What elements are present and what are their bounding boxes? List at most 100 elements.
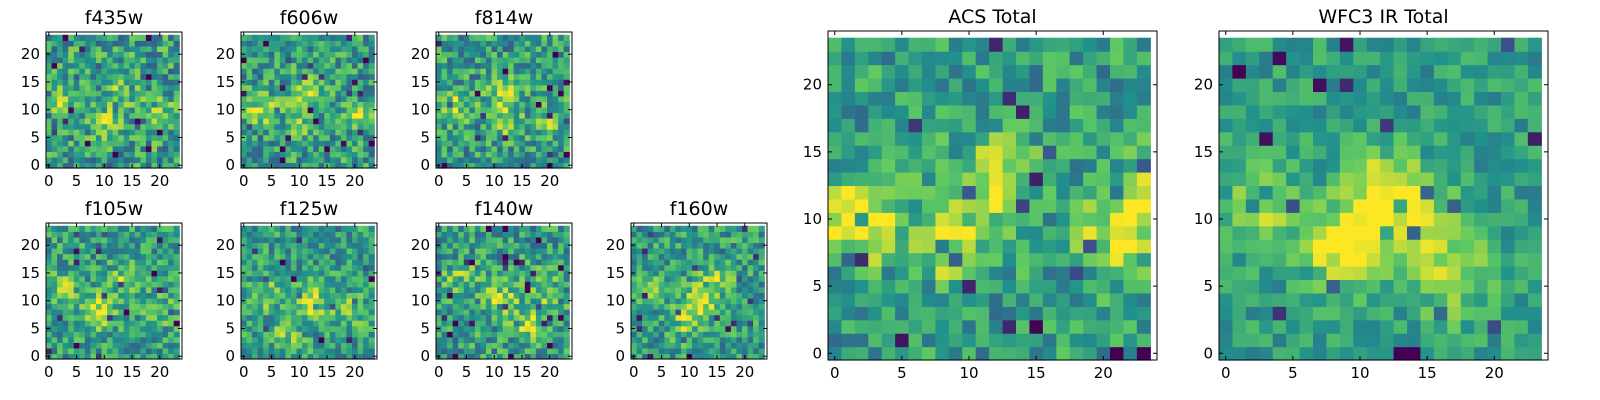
heatmap-cell [302, 275, 309, 282]
heatmap-cell [151, 231, 158, 238]
heatmap-cell [129, 320, 136, 327]
heatmap-cell [675, 309, 682, 316]
heatmap-cell [547, 156, 554, 164]
heatmap-cell [357, 106, 364, 114]
heatmap-cell [841, 306, 856, 321]
heatmap-cell [692, 347, 699, 355]
heatmap-cell [318, 303, 325, 310]
heatmap-cell [90, 51, 97, 58]
heatmap-cell [854, 239, 869, 254]
heatmap-cell [340, 270, 348, 277]
heatmap-cell [642, 309, 649, 316]
heatmap-cell [57, 281, 64, 288]
heatmap-cell [263, 62, 270, 69]
heatmap-cell [508, 129, 515, 136]
heatmap-cell [975, 78, 990, 93]
heatmap-cell [491, 347, 498, 355]
heatmap-cell [118, 236, 125, 244]
heatmap-cell [90, 79, 97, 86]
heatmap-cell [290, 353, 298, 360]
heatmap-cell [502, 34, 509, 41]
heatmap-cell [79, 162, 86, 169]
heatmap-cell [107, 353, 114, 360]
heatmap-cell [51, 101, 58, 108]
heatmap-cell [79, 292, 86, 299]
heatmap-cell [680, 264, 688, 271]
heatmap-cell [491, 303, 498, 310]
heatmap-cell [313, 40, 320, 47]
heatmap-cell [90, 242, 97, 249]
heatmap-cell [1056, 145, 1071, 160]
heatmap-cell [129, 225, 136, 232]
heatmap-cell [653, 286, 660, 293]
heatmap-cell [346, 95, 353, 102]
heatmap-cell [658, 331, 665, 338]
heatmap-cell [828, 91, 843, 106]
heatmap-cell [535, 236, 543, 244]
y-tick-label: 20 [411, 45, 430, 63]
heatmap-cell [541, 275, 548, 282]
heatmap-cell [363, 123, 370, 130]
heatmap-cell [352, 253, 359, 260]
heatmap-cell [1272, 306, 1287, 321]
heatmap-cell [480, 259, 487, 266]
heatmap-cell [1219, 306, 1234, 321]
heatmap-cell [107, 314, 114, 321]
heatmap-cell [73, 314, 80, 321]
heatmap-cell [692, 264, 699, 271]
heatmap-cell [252, 79, 259, 86]
heatmap-cell [497, 342, 504, 349]
heatmap-cell [112, 353, 119, 360]
heatmap-cell [313, 231, 320, 238]
heatmap-cell [307, 129, 314, 136]
heatmap-cell [519, 242, 526, 249]
heatmap-cell [134, 51, 141, 58]
heatmap-cell [1339, 306, 1354, 321]
heatmap-cell [84, 145, 92, 152]
heatmap-cell [922, 306, 937, 321]
heatmap-cell [118, 129, 125, 136]
heatmap-cell [57, 292, 64, 299]
heatmap-cell [841, 346, 856, 361]
heatmap-cell [469, 73, 476, 80]
heatmap-cell [491, 331, 498, 338]
heatmap-cell [335, 95, 342, 102]
heatmap-cell [1136, 333, 1151, 348]
heatmap-cell [441, 275, 448, 282]
heatmap-cell [631, 342, 638, 349]
heatmap-cell [123, 225, 130, 232]
heatmap-cell [714, 281, 721, 288]
heatmap-cell [140, 156, 147, 164]
heatmap-cell [653, 292, 660, 299]
heatmap-cell [642, 242, 649, 249]
heatmap-cell [497, 292, 504, 299]
heatmap-cell [1029, 185, 1044, 200]
heatmap-cell [145, 292, 153, 299]
heatmap-cell [73, 297, 80, 305]
heatmap-cell [519, 325, 526, 332]
heatmap-cell [84, 45, 92, 53]
heatmap-cell [112, 162, 119, 169]
heatmap-cell [296, 347, 303, 355]
heatmap-cell [162, 90, 169, 97]
heatmap-cell [279, 342, 287, 349]
heatmap-cell [1016, 158, 1031, 173]
heatmap-cell [285, 73, 292, 80]
heatmap-cell [558, 297, 565, 305]
heatmap-cell [547, 84, 554, 91]
heatmap-cell [101, 140, 108, 147]
heatmap-cell [263, 79, 270, 86]
heatmap-cell [1002, 78, 1017, 93]
heatmap-cell [828, 279, 843, 294]
heatmap-cell [469, 353, 476, 360]
heatmap-cell [241, 62, 248, 69]
heatmap-cell [547, 51, 554, 58]
heatmap-cell [1029, 78, 1044, 93]
heatmap-cell [118, 106, 125, 114]
heatmap-cell [173, 231, 180, 238]
heatmap-cell [313, 342, 320, 349]
heatmap-cell [631, 303, 638, 310]
heatmap-cell [497, 270, 504, 277]
heatmap-cell [524, 286, 531, 293]
heatmap-cell [647, 281, 654, 288]
